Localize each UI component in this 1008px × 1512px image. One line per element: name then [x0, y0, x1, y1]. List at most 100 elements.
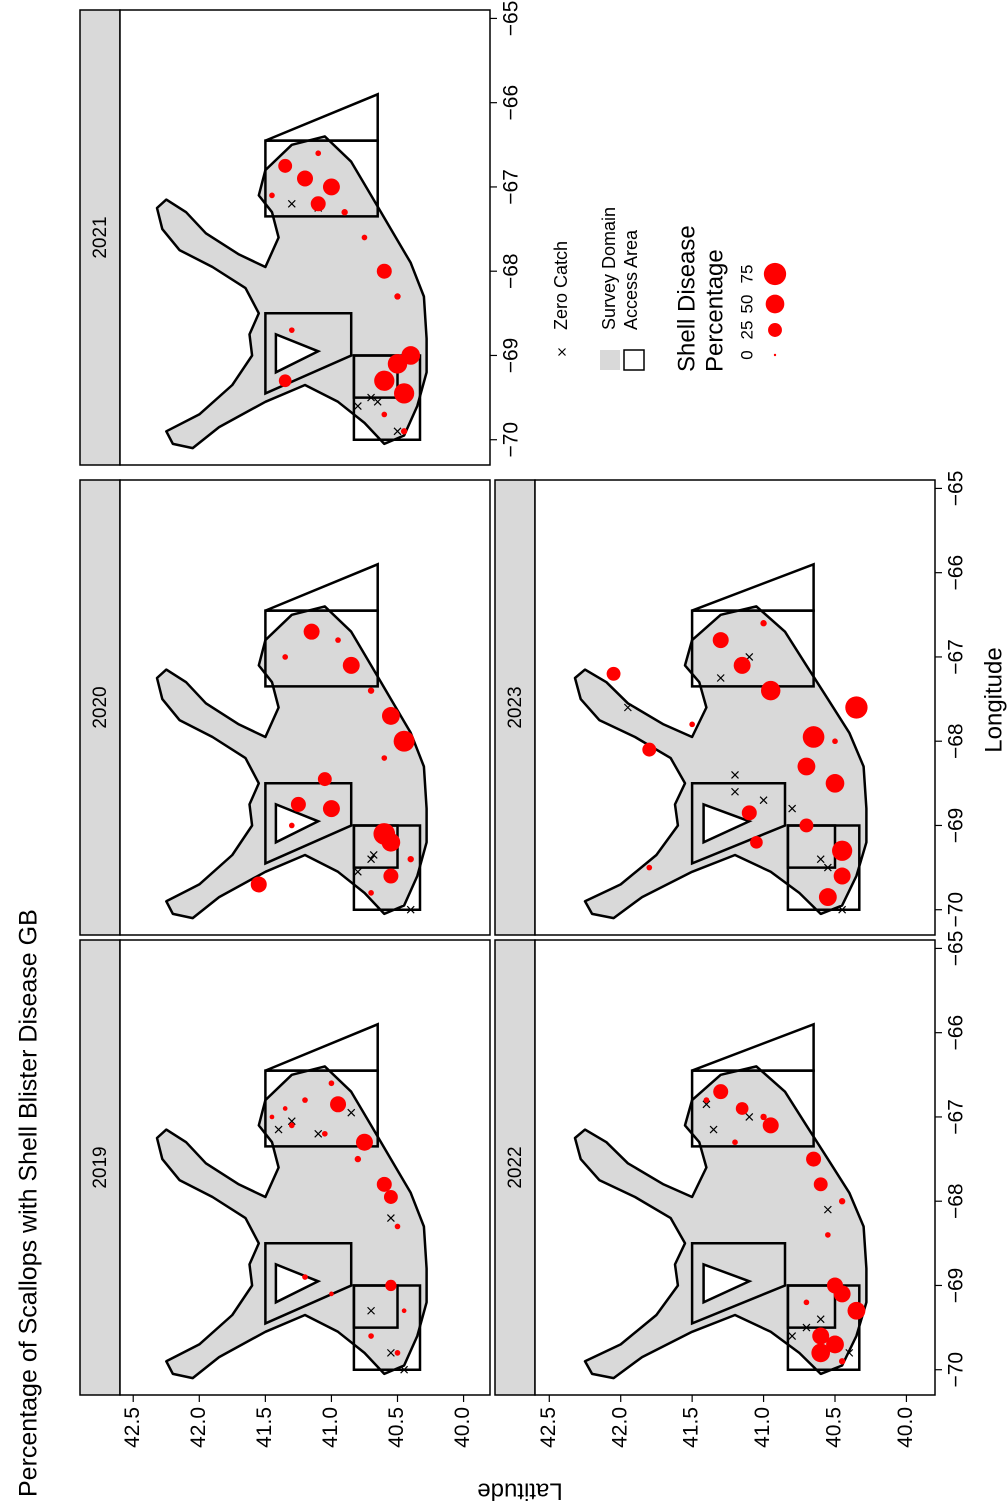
legend-size-label: 25	[737, 321, 756, 340]
zero-catch	[386, 1348, 395, 1357]
x-tick-label: −68	[945, 723, 968, 759]
zero-catch	[731, 770, 739, 779]
zero-catch	[347, 1108, 356, 1117]
x-tick-label: −67	[500, 169, 523, 205]
zero-catch	[788, 1332, 797, 1340]
point	[321, 1130, 328, 1137]
point	[381, 832, 401, 852]
point	[269, 192, 275, 199]
x-tick-label: −67	[945, 639, 968, 675]
zero-catch	[759, 796, 768, 805]
panel-border	[534, 939, 936, 1396]
x-tick-label: −70	[945, 892, 968, 928]
zero-catch	[353, 402, 362, 410]
point	[760, 680, 781, 701]
y-tick-label: 42.0	[608, 1407, 631, 1448]
point	[394, 1350, 401, 1356]
point	[278, 374, 292, 388]
zero-catch	[274, 1125, 283, 1134]
survey-domain	[573, 1065, 868, 1380]
point	[806, 1151, 822, 1167]
strip-label: 2022	[505, 1146, 526, 1188]
zero-catch	[287, 199, 296, 208]
point	[329, 1291, 334, 1297]
point	[385, 1279, 397, 1292]
point	[832, 738, 838, 745]
point	[732, 1139, 738, 1146]
x-tick-label: −65	[945, 931, 968, 967]
access-area	[264, 92, 379, 142]
point	[383, 868, 399, 884]
x-tick-label: −70	[945, 1352, 968, 1388]
x-tick-label: −68	[500, 253, 523, 289]
point	[646, 864, 653, 871]
access-area	[786, 824, 837, 869]
point	[302, 1097, 308, 1103]
point	[322, 178, 340, 196]
map	[573, 1022, 868, 1380]
legend-zero-symbol	[558, 348, 566, 356]
zero-catch	[406, 905, 415, 914]
x-tick-label: −70	[500, 422, 523, 458]
legend-size-symbol	[765, 294, 785, 314]
legend-size-label: 50	[737, 295, 756, 314]
point	[368, 890, 374, 896]
point	[818, 888, 837, 906]
point	[825, 1232, 831, 1238]
y-tick-label: 41.5	[680, 1407, 703, 1448]
point	[296, 170, 314, 187]
zero-catch	[367, 855, 375, 864]
domain-hole	[702, 1262, 753, 1305]
strip-label: 2023	[505, 686, 526, 728]
access-area	[691, 562, 815, 612]
zero-catch	[823, 1205, 832, 1214]
point	[733, 656, 751, 674]
legend-size-symbol	[763, 262, 787, 286]
y-tick-label: 40.0	[894, 1407, 917, 1448]
point	[381, 411, 388, 418]
x-tick-label: −67	[945, 1099, 968, 1135]
x-tick-label: −69	[945, 808, 968, 844]
zero-catch	[367, 1306, 375, 1315]
panel-border	[119, 479, 491, 936]
point	[376, 1176, 392, 1192]
zero-catch	[393, 427, 402, 436]
point	[838, 1198, 846, 1205]
x-tick-label: −69	[945, 1268, 968, 1304]
point	[368, 1333, 374, 1339]
point	[689, 721, 695, 728]
point	[330, 1096, 347, 1113]
domain-hole	[274, 332, 322, 375]
y-tick-label: 41.0	[319, 1407, 342, 1448]
access-area	[690, 1242, 787, 1326]
point	[703, 1097, 710, 1103]
zero-catch	[373, 397, 382, 406]
point	[799, 818, 814, 833]
strip-label: 2020	[90, 686, 111, 728]
point	[341, 209, 348, 216]
legend-title: Percentage	[701, 249, 728, 372]
access-area	[691, 1022, 815, 1072]
zero-catch	[367, 393, 375, 402]
access-area	[264, 312, 353, 396]
access-area	[264, 1022, 379, 1072]
x-tick-label: −66	[945, 1015, 968, 1051]
point	[825, 774, 845, 793]
point	[250, 876, 267, 893]
point	[811, 1343, 831, 1363]
chart-body: Percentage of Scallops with Shell Bliste…	[15, 1, 1008, 1505]
point	[322, 800, 340, 818]
zero-catch	[823, 863, 832, 872]
point	[269, 1114, 275, 1120]
point	[328, 1080, 335, 1087]
survey-domain	[155, 605, 428, 920]
point	[407, 855, 414, 863]
point	[376, 263, 392, 279]
point	[606, 666, 621, 681]
panel-border	[119, 939, 491, 1396]
point	[750, 835, 763, 849]
x-axis-label: Longitude	[980, 647, 1007, 752]
map	[155, 92, 428, 450]
domain-hole	[702, 802, 753, 845]
